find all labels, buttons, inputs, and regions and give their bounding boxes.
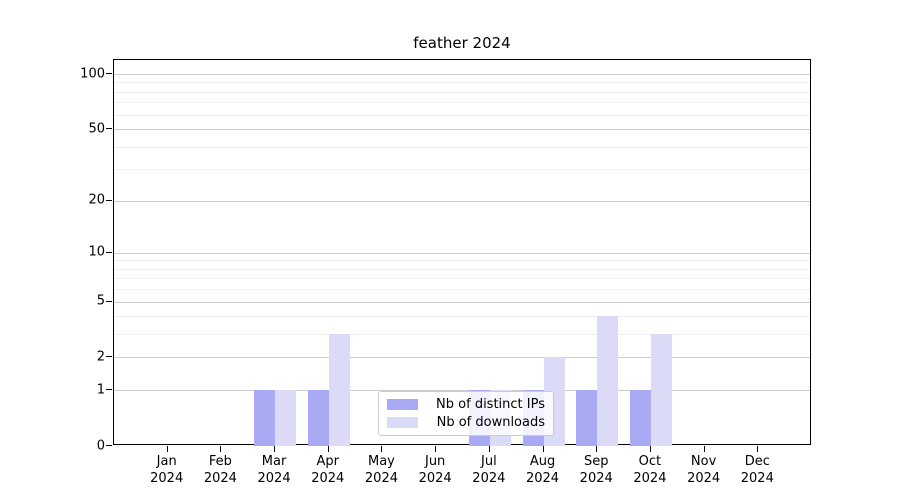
x-tick-mark bbox=[220, 446, 222, 452]
legend-label: Nb of distinct IPs bbox=[436, 397, 545, 412]
legend-swatch-downloads bbox=[387, 417, 418, 428]
major-gridline bbox=[114, 74, 810, 75]
x-tick-mark bbox=[488, 446, 490, 452]
x-tick-mark bbox=[435, 446, 437, 452]
bar bbox=[650, 334, 672, 446]
x-axis-tick-label: Dec 2024 bbox=[740, 454, 774, 486]
x-axis-tick-label: Jul 2024 bbox=[472, 454, 506, 486]
major-gridline bbox=[114, 357, 810, 359]
grid-layer bbox=[114, 60, 810, 444]
x-axis-tick-label: Oct 2024 bbox=[633, 454, 667, 486]
minor-gridline bbox=[114, 316, 810, 318]
y-axis-tick-label: 100 bbox=[80, 66, 105, 81]
x-axis-tick-label: Jun 2024 bbox=[418, 454, 452, 486]
minor-gridline bbox=[114, 102, 810, 104]
x-axis-tick-label: May 2024 bbox=[364, 454, 398, 486]
x-tick-mark bbox=[327, 446, 329, 452]
minor-gridline bbox=[114, 169, 810, 171]
major-gridline bbox=[114, 129, 810, 131]
x-tick-mark bbox=[703, 446, 705, 452]
major-gridline bbox=[114, 200, 810, 202]
y-axis-tick-label: 20 bbox=[88, 192, 105, 208]
minor-gridline bbox=[114, 278, 810, 280]
minor-gridline bbox=[114, 260, 810, 262]
major-gridline bbox=[114, 301, 810, 303]
y-axis-tick-label: 2 bbox=[96, 349, 105, 365]
y-tick-mark bbox=[106, 300, 112, 302]
x-tick-mark bbox=[757, 446, 759, 452]
x-axis-tick-label: Apr 2024 bbox=[311, 454, 345, 486]
y-tick-mark bbox=[106, 356, 112, 358]
y-tick-mark bbox=[106, 389, 112, 391]
major-gridline bbox=[114, 390, 810, 392]
x-tick-mark bbox=[381, 446, 383, 452]
x-tick-mark bbox=[274, 446, 276, 452]
y-tick-mark bbox=[106, 73, 112, 74]
plot-area bbox=[113, 59, 811, 446]
x-axis-tick-label: Aug 2024 bbox=[525, 454, 560, 486]
bar bbox=[328, 334, 350, 446]
y-axis-tick-label: 5 bbox=[96, 293, 105, 309]
x-axis-tick-label: Mar 2024 bbox=[257, 454, 291, 486]
bar bbox=[629, 390, 651, 446]
x-tick-mark bbox=[596, 446, 598, 452]
x-axis-tick-label: Sep 2024 bbox=[579, 454, 613, 486]
minor-gridline bbox=[114, 114, 810, 116]
bar bbox=[275, 390, 297, 446]
y-axis-tick-label: 50 bbox=[88, 121, 105, 137]
y-axis-tick-label: 0 bbox=[96, 438, 105, 453]
x-axis-tick-label: Jan 2024 bbox=[150, 454, 184, 486]
bar bbox=[576, 390, 598, 446]
legend: Nb of distinct IPs Nb of downloads bbox=[378, 391, 554, 436]
minor-gridline bbox=[114, 146, 810, 148]
minor-gridline bbox=[114, 82, 810, 84]
x-axis-tick-label: Nov 2024 bbox=[687, 454, 721, 486]
chart-title: feather 2024 bbox=[413, 34, 511, 52]
legend-item-distinct-ips: Nb of distinct IPs bbox=[387, 397, 545, 412]
x-tick-mark bbox=[166, 446, 168, 452]
bar bbox=[597, 316, 619, 446]
bar bbox=[254, 390, 276, 446]
major-gridline bbox=[114, 252, 810, 254]
y-tick-mark bbox=[106, 199, 112, 201]
minor-gridline bbox=[114, 268, 810, 270]
legend-item-downloads: Nb of downloads bbox=[387, 415, 545, 430]
y-tick-mark bbox=[106, 445, 112, 446]
legend-swatch-distinct-ips bbox=[387, 399, 418, 410]
minor-gridline bbox=[114, 289, 810, 291]
bar-layer bbox=[114, 60, 810, 446]
y-tick-mark bbox=[106, 251, 112, 253]
x-axis-tick-label: Feb 2024 bbox=[203, 454, 237, 486]
legend-label: Nb of downloads bbox=[436, 415, 545, 430]
y-axis-tick-label: 1 bbox=[96, 382, 105, 398]
bar bbox=[307, 390, 329, 446]
minor-gridline bbox=[114, 334, 810, 336]
x-tick-mark bbox=[542, 446, 544, 452]
y-tick-mark bbox=[106, 128, 112, 130]
y-axis-tick-label: 10 bbox=[88, 244, 105, 260]
x-tick-mark bbox=[649, 446, 651, 452]
minor-gridline bbox=[114, 91, 810, 93]
